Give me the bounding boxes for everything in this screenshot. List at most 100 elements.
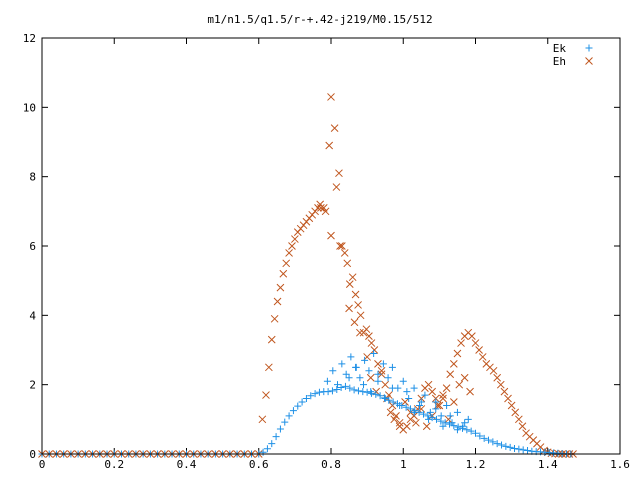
data-point-eh [336,242,344,250]
data-point-eh [258,415,267,424]
data-point-ek [338,360,346,368]
y-tick-label: 12 [23,32,36,45]
data-point-eh [351,290,360,299]
data-point-ek [439,422,447,430]
data-point-ek [356,374,364,382]
data-point-eh [330,124,339,132]
data-point-eh [511,408,520,417]
x-tick-label: 0.4 [177,458,197,471]
data-point-ek [272,433,280,441]
legend-label: Ek [553,42,567,55]
data-point-eh [356,311,365,320]
data-point-ek [489,438,497,446]
data-point-ek [363,388,371,396]
data-point-eh [413,405,422,413]
data-point-ek [352,363,360,371]
data-point-eh [460,373,469,382]
data-point-ek [380,394,388,402]
data-point-eh [449,398,458,406]
data-point-eh [345,304,353,313]
data-point-eh [412,418,420,427]
data-point-ek [346,384,354,392]
data-point-ek [350,386,358,394]
data-point-eh [500,387,509,396]
data-point-ek [524,447,532,455]
data-point-eh [327,93,335,101]
data-point-ek [360,381,368,389]
data-point-ek [476,432,484,440]
data-point-ek [285,412,293,420]
data-point-eh [514,415,523,424]
data-point-eh [428,387,437,396]
data-point-eh [374,360,382,368]
x-tick-label: 0.2 [104,458,124,471]
data-point-ek [515,445,523,453]
data-point-eh [507,401,516,410]
y-tick-label: 0 [29,448,36,461]
data-point-ek [399,377,407,385]
data-point-ek [453,408,461,416]
data-point-eh [314,204,322,212]
data-point-eh [471,339,480,347]
x-tick-label: 0.6 [249,458,269,471]
data-point-ek [463,426,471,434]
data-point-eh [435,401,444,410]
data-point-ek [405,395,413,403]
data-point-eh [390,415,399,424]
data-point-ek [464,415,472,423]
data-point-eh [267,335,276,344]
data-point-ek [446,412,454,420]
data-point-ek [467,427,475,435]
data-point-ek [307,392,315,400]
legend-label: Eh [553,55,566,68]
y-tick-label: 8 [29,171,36,184]
data-point-ek [367,389,375,397]
x-tick-label: 1.2 [466,458,486,471]
data-point-ek [403,388,411,396]
data-point-eh [316,200,325,209]
data-point-eh [270,314,279,323]
data-point-eh [279,269,288,278]
data-point-ek [359,388,367,396]
data-point-eh [439,394,447,403]
data-point-eh [422,422,431,431]
data-point-ek [376,392,384,400]
data-point-eh [285,249,293,257]
data-point-ek [502,442,510,450]
data-point-eh [444,415,453,424]
data-point-ek [389,398,397,406]
data-point-eh [457,339,465,347]
data-point-ek [333,386,341,394]
data-point-ek [263,445,271,453]
data-point-eh [282,259,291,268]
plot-frame [41,37,621,455]
data-point-ek [298,398,306,406]
data-point-ek [365,367,373,375]
data-point-eh [325,141,334,150]
data-point-ek [498,441,506,449]
data-point-ek [289,407,297,415]
x-tick-label: 1.6 [610,458,630,471]
data-point-ek [361,356,369,364]
data-point-eh [335,169,343,178]
data-point-eh [424,380,433,389]
data-point-eh [496,380,505,389]
data-point-ek [411,407,419,415]
x-tick-label: 0.8 [321,458,341,471]
data-point-ek [311,390,319,398]
data-point-eh [343,259,352,268]
data-point-ek [432,415,440,423]
data-point-eh [367,339,376,347]
data-point-ek [370,349,378,357]
data-point-ek [461,419,469,427]
data-point-ek [379,360,387,368]
data-point-eh [466,387,474,396]
data-point-ek [302,395,310,403]
data-point-ek [453,426,461,434]
data-point-ek [388,363,396,371]
data-point-ek [396,401,404,409]
y-tick-label: 4 [29,309,36,322]
data-point-ek [328,387,336,395]
data-point-ek [432,398,440,406]
